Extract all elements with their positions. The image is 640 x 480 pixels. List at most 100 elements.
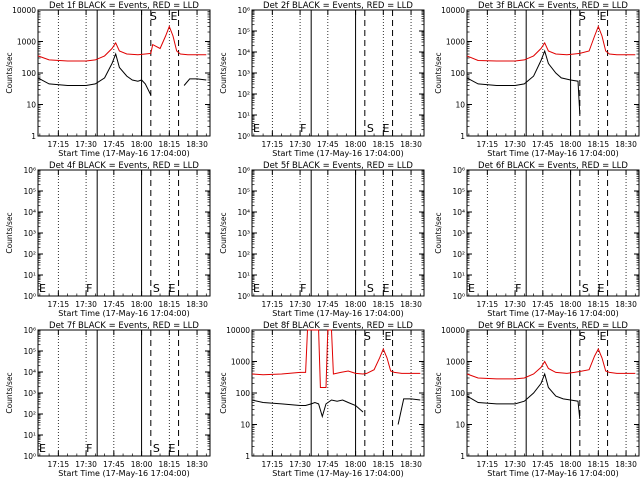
plot-frame (37, 169, 211, 297)
y-tick-label: 10⁵ (23, 347, 36, 356)
x-tick-label: 18:15 (587, 140, 609, 149)
lld-series-line (251, 329, 421, 388)
x-tick-label: 17:45 (532, 140, 554, 149)
panel-title: Det 8f BLACK = Events, RED = LLD (263, 321, 413, 331)
detector-panel: Det 8f BLACK = Events, RED = LLD 1 10 100 10… (219, 321, 425, 478)
y-tick-label: 10³ (23, 229, 36, 238)
y-tick-label: 10000 (12, 6, 36, 15)
y-tick-label: 10⁴ (452, 208, 465, 217)
y-tick-label: 10 (26, 101, 36, 110)
marker-letter: E (385, 330, 392, 343)
x-tick-label: 18:00 (560, 300, 582, 309)
marker-letter: E (383, 282, 390, 295)
y-tick-label: 10⁶ (452, 166, 465, 175)
y-tick-label: 10⁰ (452, 292, 465, 301)
y-tick-label: 10⁰ (237, 292, 250, 301)
x-tick-label: 17:30 (289, 140, 311, 149)
plot-frame (466, 169, 640, 297)
y-tick-label: 10⁶ (23, 326, 36, 335)
x-axis-title: Start Time (17-May-16 17:04:00) (487, 149, 618, 158)
y-tick-label: 10000 (441, 326, 465, 335)
y-tick-label: 10¹ (237, 271, 250, 280)
x-tick-label: 17:45 (317, 460, 339, 469)
marker-letter: F (515, 282, 521, 295)
y-tick-label: 10⁵ (237, 27, 250, 36)
y-tick-label: 10⁵ (237, 187, 250, 196)
y-axis-title: Counts/sec (219, 372, 228, 413)
x-tick-label: 18:30 (615, 140, 637, 149)
x-tick-label: 18:00 (345, 300, 367, 309)
x-tick-label: 18:15 (372, 300, 394, 309)
panel-title: Det 3f BLACK = Events, RED = LLD (478, 1, 628, 11)
marker-letter: F (86, 282, 92, 295)
marker-letter: F (300, 282, 306, 295)
x-axis-title: Start Time (17-May-16 17:04:00) (487, 469, 618, 478)
x-tick-label: 18:30 (186, 300, 208, 309)
x-tick-label: 18:15 (158, 300, 180, 309)
y-axis-title: Counts/sec (5, 372, 14, 413)
y-tick-label: 100 (236, 389, 251, 398)
y-tick-label: 1000 (446, 38, 465, 47)
marker-letter: E (600, 10, 607, 23)
marker-letter: S (153, 282, 160, 295)
y-tick-label: 10000 (226, 326, 250, 335)
x-tick-label: 17:30 (75, 460, 97, 469)
events-series-line (183, 78, 207, 86)
y-tick-label: 10⁴ (237, 48, 250, 57)
marker-letter: S (367, 282, 374, 295)
y-tick-label: 10 (240, 421, 250, 430)
y-tick-label: 10⁰ (237, 132, 250, 141)
marker-letter: S (364, 330, 371, 343)
y-tick-label: 10² (23, 250, 36, 259)
y-tick-label: 10⁵ (23, 187, 36, 196)
marker-letter: E (39, 442, 46, 455)
events-series-line (37, 52, 152, 96)
marker-letter: F (86, 442, 92, 455)
x-axis-title: Start Time (17-May-16 17:04:00) (272, 309, 403, 318)
events-series-line (397, 398, 421, 425)
y-tick-label: 10¹ (452, 271, 465, 280)
events-series-line (251, 399, 364, 419)
y-tick-label: 10⁶ (237, 166, 250, 175)
y-tick-label: 10¹ (23, 271, 36, 280)
detector-panel: Det 5f BLACK = Events, RED = LLD 10⁰ 10¹ 10… (219, 161, 425, 318)
plot-frame (37, 329, 211, 457)
x-tick-label: 18:15 (372, 460, 394, 469)
x-tick-label: 17:30 (504, 460, 526, 469)
x-tick-label: 17:30 (289, 460, 311, 469)
marker-letter: E (383, 122, 390, 135)
plot-frame (251, 169, 425, 297)
y-axis-title: Counts/sec (5, 212, 14, 253)
x-tick-label: 17:15 (477, 140, 499, 149)
marker-letter: E (169, 442, 176, 455)
y-tick-label: 10⁶ (237, 6, 250, 15)
y-tick-label: 1000 (231, 358, 250, 367)
x-tick-label: 18:00 (131, 300, 153, 309)
x-tick-label: 18:15 (158, 460, 180, 469)
x-tick-label: 17:15 (477, 460, 499, 469)
y-tick-label: 10⁴ (23, 368, 36, 377)
x-tick-label: 18:00 (131, 140, 153, 149)
detector-panel: Det 2f BLACK = Events, RED = LLD 10⁰ 10¹ 10… (219, 1, 425, 158)
y-axis-title: Counts/sec (219, 52, 228, 93)
x-tick-label: 18:00 (345, 140, 367, 149)
x-tick-label: 17:15 (262, 140, 284, 149)
y-tick-label: 10² (237, 90, 250, 99)
x-tick-label: 18:30 (615, 300, 637, 309)
marker-letter: S (367, 122, 374, 135)
marker-letter: E (253, 282, 260, 295)
x-tick-label: 17:30 (504, 300, 526, 309)
x-tick-label: 18:00 (345, 460, 367, 469)
y-tick-label: 10¹ (23, 431, 36, 440)
detector-panel: Det 6f BLACK = Events, RED = LLD 10⁰ 10¹ 10… (434, 161, 640, 318)
marker-letter: S (150, 10, 157, 23)
panel-title: Det 5f BLACK = Events, RED = LLD (263, 161, 413, 171)
plot-frame (466, 9, 640, 137)
x-axis-title: Start Time (17-May-16 17:04:00) (272, 469, 403, 478)
y-tick-label: 10⁰ (23, 292, 36, 301)
y-tick-label: 100 (451, 389, 466, 398)
marker-letter: E (171, 10, 178, 23)
y-tick-label: 10 (455, 421, 465, 430)
marker-letter: E (600, 330, 607, 343)
x-tick-label: 18:00 (560, 140, 582, 149)
